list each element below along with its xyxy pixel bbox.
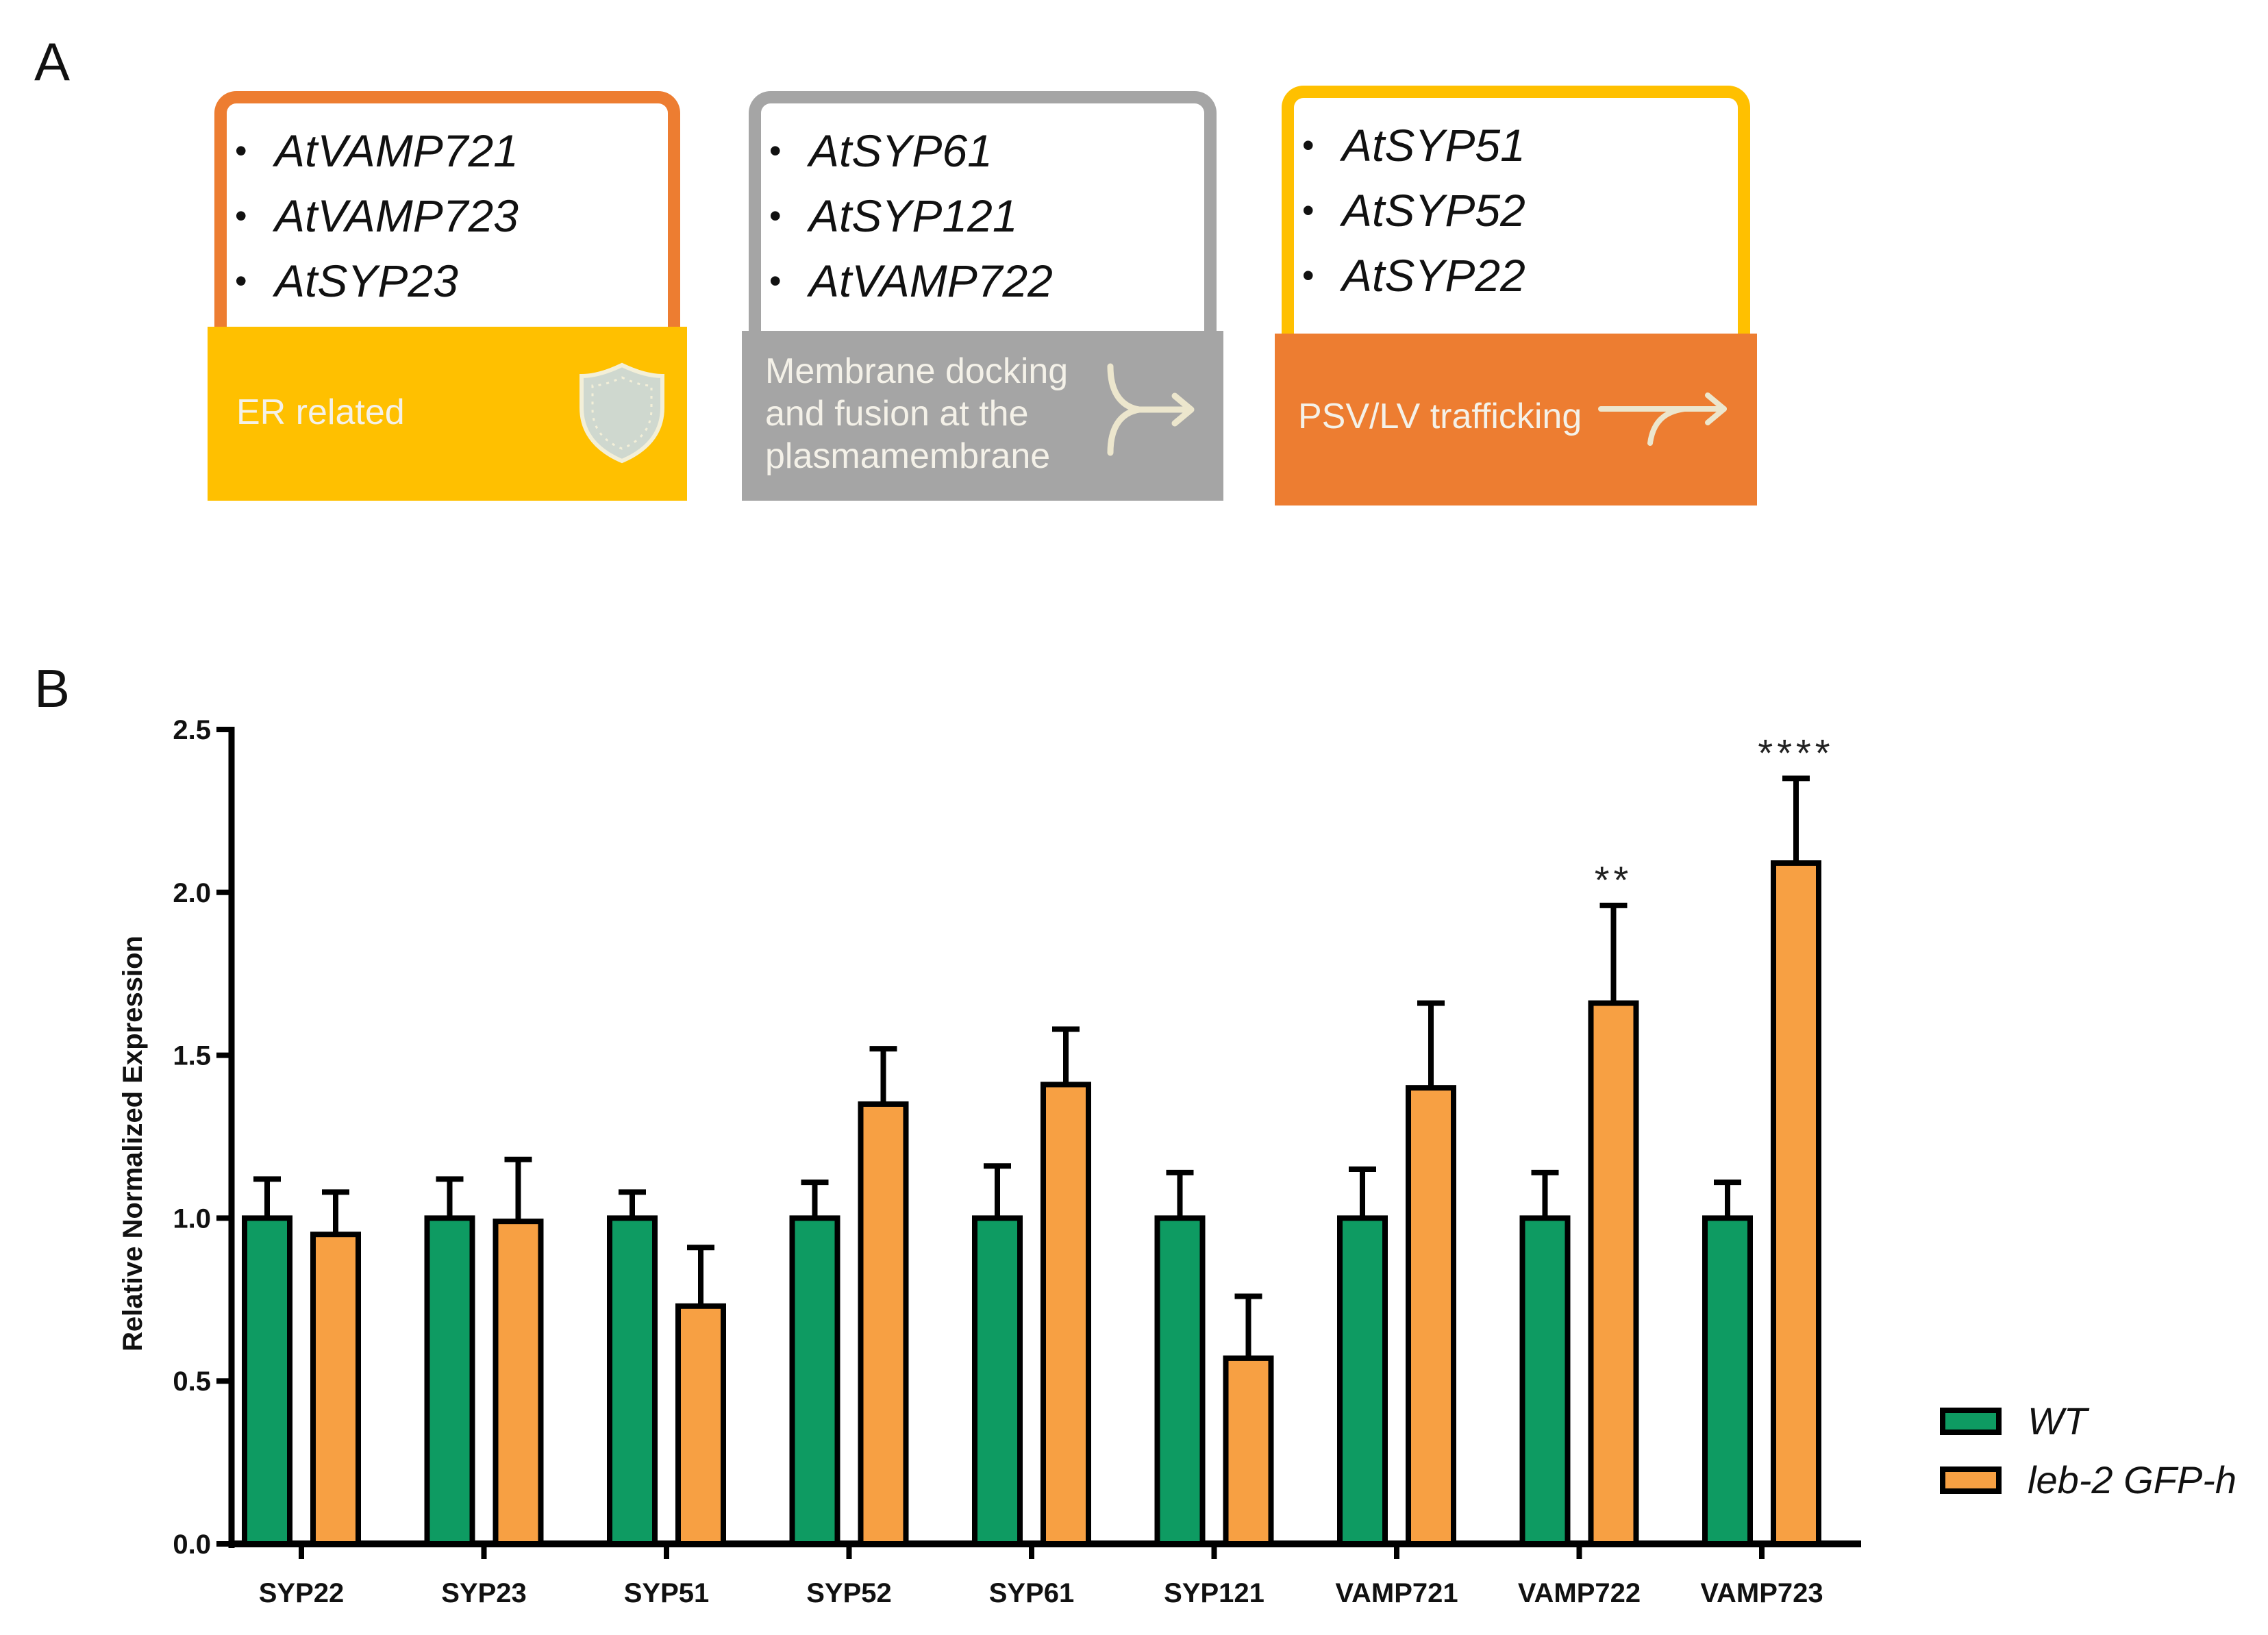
y-tick-label: 1.5 <box>173 1041 211 1071</box>
bar-leb2 <box>493 1219 544 1547</box>
card-footer: PSV/LV trafficking <box>1275 334 1757 506</box>
bar-leb2 <box>1588 1000 1639 1547</box>
footer-label-line-1: Membrane docking <box>765 351 1069 391</box>
legend-label: WT <box>2028 1399 2090 1443</box>
x-tick-label: SYP61 <box>989 1578 1075 1608</box>
y-tick-label: 1.0 <box>173 1203 211 1234</box>
bar-leb2 <box>1771 860 1821 1547</box>
gene-item: AtVAMP722 <box>769 249 1053 314</box>
y-tick-label: 2.0 <box>173 878 211 908</box>
panel-a-letter: A <box>34 32 71 92</box>
footer-label-line-3: plasmamembrane <box>765 436 1051 476</box>
y-axis-label: Relative Normalized Expression <box>118 936 148 1351</box>
x-tick-label: SYP22 <box>259 1578 345 1608</box>
x-tick-label: SYP51 <box>624 1578 710 1608</box>
bar-leb2 <box>675 1303 726 1547</box>
bar-leb2 <box>1040 1082 1091 1547</box>
bar-leb2 <box>1223 1355 1274 1547</box>
bar-wt <box>1519 1215 1571 1547</box>
legend-swatch <box>1940 1466 2002 1494</box>
x-tick-label: SYP23 <box>441 1578 527 1608</box>
bar-leb2 <box>310 1232 361 1547</box>
x-tick-label: SYP52 <box>806 1578 892 1608</box>
card-psv-lv-trafficking: AtSYP51 AtSYP52 AtSYP22 PSV/LV trafficki… <box>1275 86 1757 506</box>
panel-b-letter: B <box>34 658 71 719</box>
x-tick-label: VAMP721 <box>1335 1578 1458 1608</box>
legend-label: leb-2 GFP-h <box>2028 1458 2236 1501</box>
footer-label-line-2: and fusion at the <box>765 394 1029 434</box>
card-footer: Membrane docking and fusion at the plasm… <box>742 331 1223 501</box>
x-tick-label: SYP121 <box>1164 1578 1264 1608</box>
bar-wt <box>1702 1215 1753 1547</box>
gene-item: AtSYP61 <box>769 118 1053 184</box>
card-footer: ER related <box>208 327 687 501</box>
gene-list: AtVAMP721 AtVAMP723 AtSYP23 <box>235 118 519 314</box>
x-tick-label: VAMP723 <box>1700 1578 1823 1608</box>
y-tick-label: 0.5 <box>173 1366 211 1397</box>
significance-label: ** <box>1595 858 1633 901</box>
gene-item: AtSYP51 <box>1302 113 1525 178</box>
gene-list: AtSYP61 AtSYP121 AtVAMP722 <box>769 118 1053 314</box>
gene-item: AtSYP52 <box>1302 178 1525 243</box>
gene-item: AtVAMP723 <box>235 184 519 249</box>
significance-label: **** <box>1758 731 1834 774</box>
bar-leb2 <box>858 1101 909 1547</box>
gene-item: AtSYP22 <box>1302 243 1525 308</box>
gene-list: AtSYP51 AtSYP52 AtSYP22 <box>1302 113 1525 308</box>
bar-wt <box>424 1215 475 1547</box>
bar-wt <box>1337 1215 1388 1547</box>
footer-label: ER related <box>236 392 405 432</box>
legend-swatch <box>1940 1408 2002 1435</box>
y-tick-label: 2.5 <box>173 715 211 745</box>
bar-wt <box>789 1215 840 1547</box>
shield-icon <box>580 362 664 464</box>
gene-item: AtVAMP721 <box>235 118 519 184</box>
bar-leb2 <box>1406 1085 1456 1547</box>
merge-arrow-icon <box>1107 363 1195 456</box>
bar-wt <box>242 1215 292 1547</box>
y-tick-label: 0.0 <box>173 1530 211 1560</box>
card-er-related: AtVAMP721 AtVAMP723 AtSYP23 ER related <box>208 91 687 501</box>
footer-label: PSV/LV trafficking <box>1298 397 1582 436</box>
gene-item: AtSYP121 <box>769 184 1053 249</box>
bar-wt <box>607 1215 658 1547</box>
bar-wt <box>1154 1215 1206 1547</box>
x-tick-label: VAMP722 <box>1518 1578 1641 1608</box>
gene-item: AtSYP23 <box>235 249 519 314</box>
bar-wt <box>972 1215 1023 1547</box>
card-membrane-docking: AtSYP61 AtSYP121 AtVAMP722 Membrane dock… <box>742 91 1223 501</box>
split-arrow-icon <box>1598 392 1727 446</box>
